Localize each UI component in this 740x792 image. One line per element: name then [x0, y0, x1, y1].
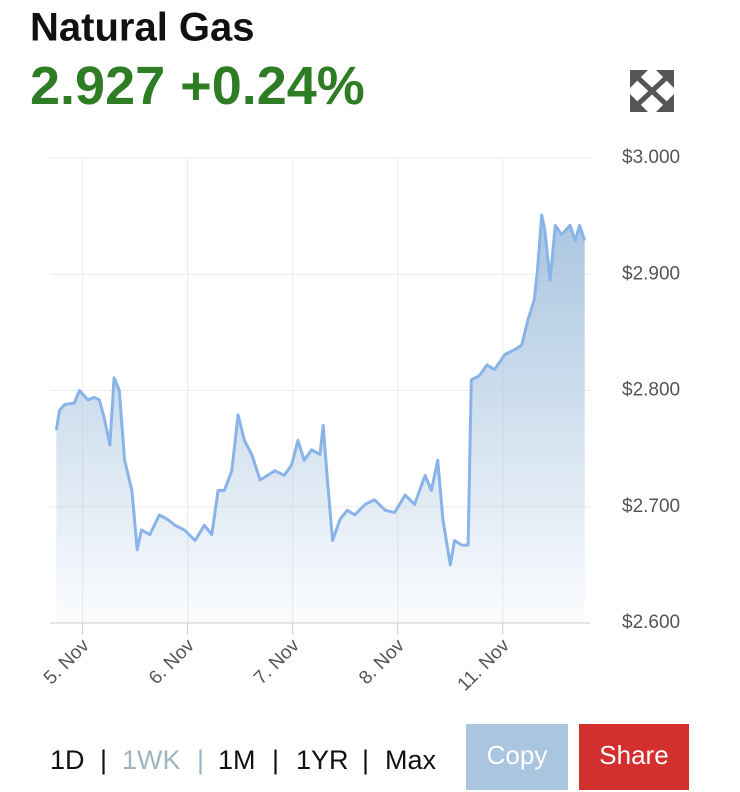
price-change: +0.24% — [180, 56, 365, 116]
range-option[interactable]: 1D — [50, 745, 85, 775]
range-option[interactable]: 1YR — [296, 745, 349, 775]
copy-button[interactable] — [466, 724, 568, 790]
share-button[interactable] — [579, 724, 689, 790]
share-label[interactable]: Share — [599, 740, 668, 770]
controls: Copy Share 1D | 1WK | 1M | 1YR | Max — [50, 724, 689, 790]
x-tick-label: 11. Nov — [454, 635, 515, 696]
x-tick-label: 6. Nov — [145, 635, 199, 689]
x-tick-label: 7. Nov — [250, 635, 304, 689]
y-tick-label: $3.000 — [622, 147, 680, 168]
area — [56, 215, 585, 623]
separator: | — [100, 745, 107, 775]
y-tick-label: $2.700 — [622, 496, 680, 517]
x-tick-label: 5. Nov — [40, 635, 94, 689]
plot: $2.600 $2.700 $2.800 $2.900 $3.000 5. Nov 6. N… — [40, 147, 680, 695]
copy-label[interactable]: Copy — [487, 740, 548, 770]
range-option[interactable]: 1WK — [122, 745, 181, 775]
line — [54, 213, 587, 567]
y-tick-label: $2.600 — [622, 612, 680, 633]
separator: | — [197, 745, 204, 775]
y-tick-label: $2.900 — [622, 263, 680, 284]
range-option[interactable]: 1M — [218, 745, 256, 775]
price: 2.927 +0.24% — [30, 56, 365, 116]
y-tick-label: $2.800 — [622, 380, 680, 401]
expand-icon[interactable] — [630, 70, 674, 112]
separator: | — [362, 745, 369, 775]
x-tick-label: 8. Nov — [355, 635, 409, 689]
range-option[interactable]: Max — [385, 745, 437, 775]
price-value: 2.927 — [30, 56, 165, 116]
separator: | — [272, 745, 279, 775]
title: Natural Gas — [30, 6, 255, 50]
